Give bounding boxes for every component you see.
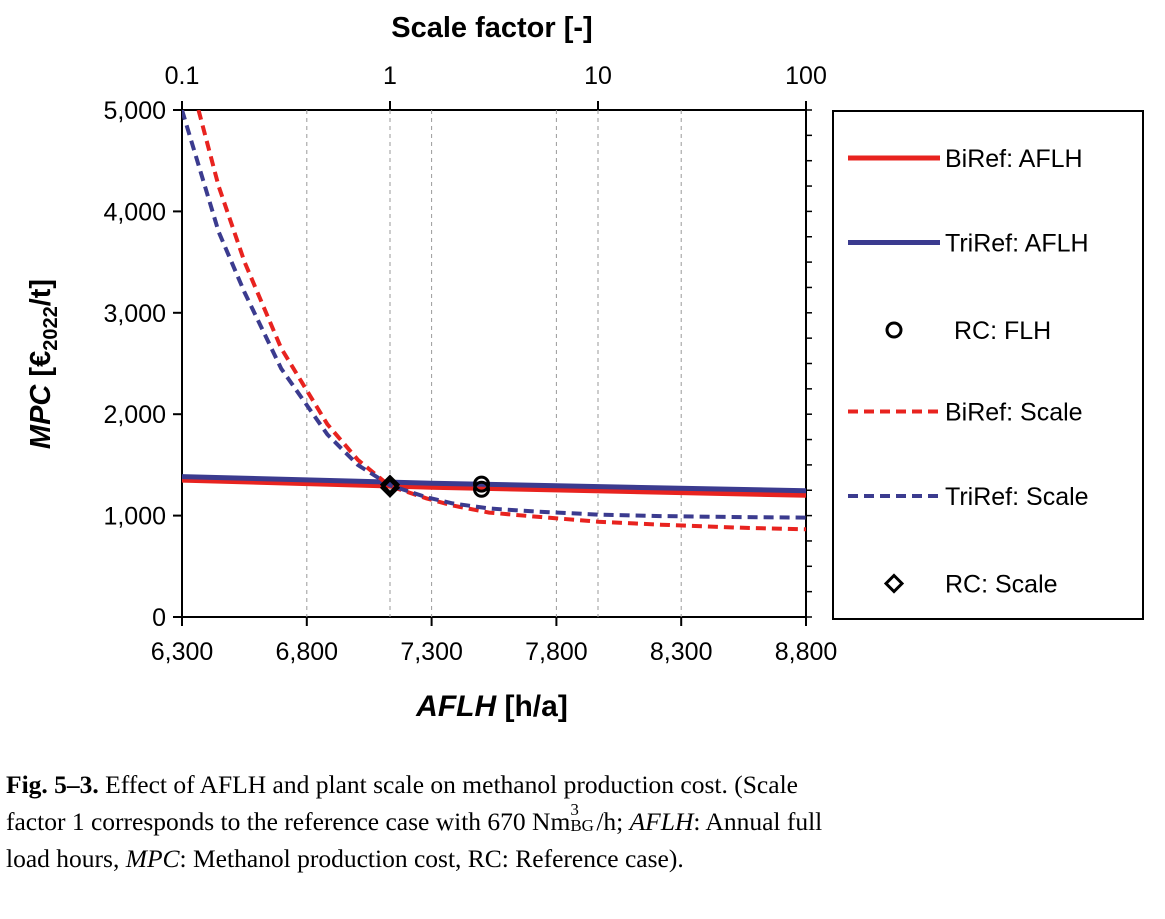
x-tick-label: 7,800: [525, 638, 588, 666]
legend-swatch: [885, 321, 903, 339]
x2-tick-label: 0.1: [165, 62, 200, 90]
chart: 6,300 6,800 7,300 7,800 8,300 8,800 0.1 1 10 100 0…: [25, 12, 1144, 723]
top-axis-title: Scale factor [-]: [391, 12, 592, 44]
y-tick-label: 0: [152, 604, 166, 632]
series-line-triref-scale: [182, 110, 806, 520]
caption-aflh: AFLH: [629, 807, 694, 836]
series-line-biref-scale: [196, 110, 806, 532]
caption-sub: BG: [570, 816, 594, 835]
y-tick-label: 2,000: [103, 401, 166, 429]
y-tick-label: 3,000: [103, 300, 166, 328]
y-tick-label: 5,000: [103, 97, 166, 125]
legend-label: BiRef: Scale: [945, 399, 1083, 427]
caption-line2b: /h;: [596, 807, 630, 836]
left-axis-title: MPC [€2022/t]: [25, 279, 62, 449]
legend-box: [832, 110, 1144, 620]
series: [182, 110, 806, 532]
rc-scale-marker: [379, 477, 401, 498]
caption-line3a: load hours,: [6, 844, 126, 873]
x-tick-label: 8,300: [650, 638, 713, 666]
caption-sup: 3: [570, 800, 579, 819]
x-tick-label: 8,800: [775, 638, 838, 666]
x2-tick-label: 10: [584, 62, 612, 90]
plot-area-frame: [181, 109, 807, 618]
caption-line1: Effect of AFLH and plant scale on methan…: [98, 770, 798, 799]
legend-label: RC: FLH: [954, 317, 1051, 345]
x2-tick-label: 1: [383, 62, 397, 90]
y-tick-label: 4,000: [103, 198, 166, 226]
x-tick-label: 6,300: [151, 638, 214, 666]
legend-swatch: [883, 573, 905, 594]
legend-label: TriRef: Scale: [945, 483, 1089, 511]
legend-label: BiRef: AFLH: [945, 145, 1083, 173]
figure-caption: Fig. 5–3. Effect of AFLH and plant scale…: [6, 766, 1161, 877]
x-tick-label: 6,800: [276, 638, 339, 666]
caption-mpc: MPC: [125, 844, 180, 873]
caption-line2a: factor 1 corresponds to the reference ca…: [6, 807, 571, 836]
rc-flh-marker: [473, 480, 491, 498]
grid: [306, 110, 682, 617]
axis-ticks: [173, 101, 812, 626]
caption-line2c: : Annual full: [693, 807, 823, 836]
rc-scale-marker: [379, 474, 401, 495]
caption-label: Fig. 5–3.: [6, 770, 99, 799]
tick-labels: 6,300 6,800 7,300 7,800 8,300 8,800 0.1 1 10 100 0…: [103, 62, 837, 666]
rc-flh-marker: [473, 475, 491, 493]
caption-line3b: : Methanol production cost, RC: Referenc…: [179, 844, 684, 873]
y-tick-label: 1,000: [103, 503, 166, 531]
bottom-axis-title: AFLH [h/a]: [415, 690, 568, 723]
series-line-biref-aflh: [182, 477, 806, 498]
legend: BiRef: AFLH TriRef: AFLH RC: FLH BiRef: Sca…: [848, 145, 1089, 599]
legend-label: TriRef: AFLH: [945, 230, 1089, 258]
series-line-triref-aflh: [182, 474, 806, 494]
x2-tick-label: 100: [785, 62, 827, 90]
legend-label: RC: Scale: [945, 571, 1058, 599]
x-tick-label: 7,300: [400, 638, 463, 666]
